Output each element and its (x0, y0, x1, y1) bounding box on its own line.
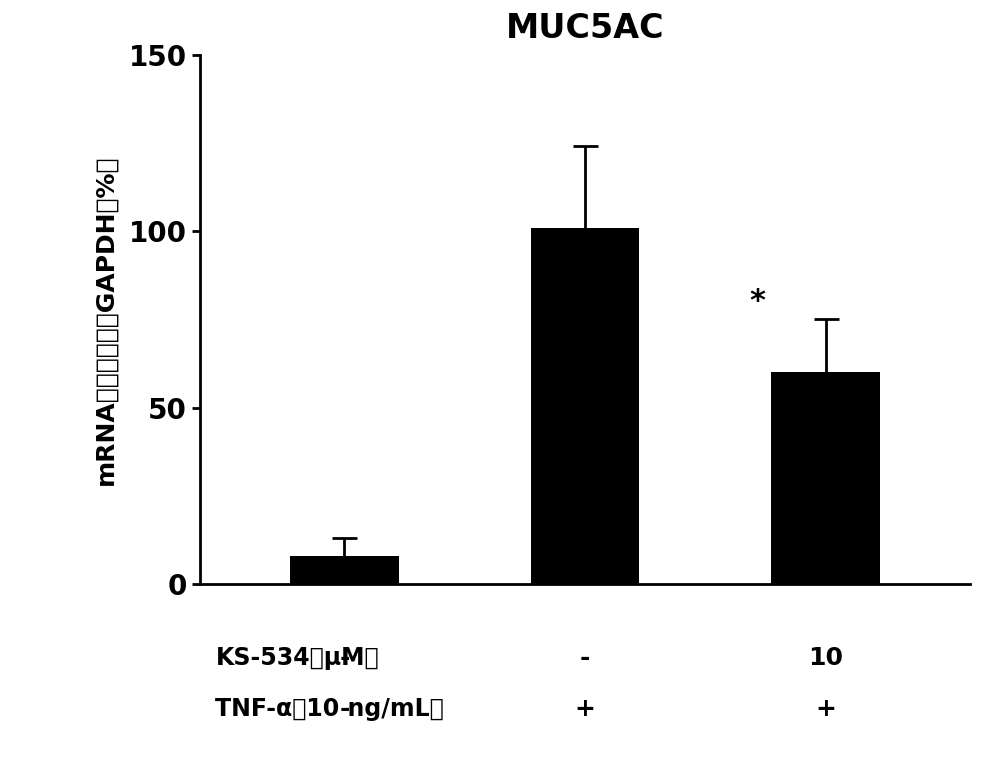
Text: 10: 10 (808, 647, 843, 671)
Text: +: + (815, 696, 836, 721)
Text: KS-534（μM）: KS-534（μM） (215, 647, 379, 671)
Bar (290, 556, 399, 584)
Bar (771, 372, 880, 584)
Text: TNF-α（10 ng/mL）: TNF-α（10 ng/mL） (215, 696, 444, 721)
Bar (531, 227, 639, 584)
Text: -: - (339, 696, 350, 721)
Text: *: * (749, 287, 765, 315)
Y-axis label: mRNA表达（相对于GAPDH，%）: mRNA表达（相对于GAPDH，%） (94, 154, 118, 485)
Title: MUC5AC: MUC5AC (506, 12, 664, 45)
Text: +: + (575, 696, 595, 721)
Text: -: - (580, 647, 590, 671)
Text: -: - (339, 647, 350, 671)
